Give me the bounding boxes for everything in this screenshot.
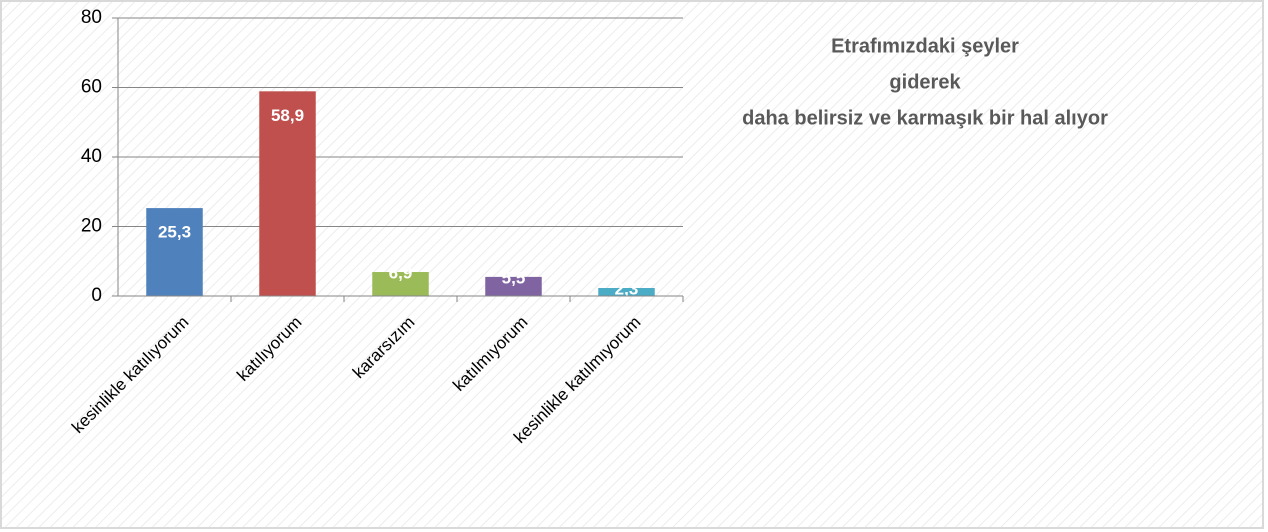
bar (259, 91, 316, 296)
value-label: 6,9 (389, 264, 413, 283)
y-tick-label: 80 (81, 7, 102, 28)
value-label: 58,9 (271, 106, 304, 125)
bar (598, 288, 655, 296)
y-tick-label: 40 (81, 146, 102, 167)
bar (146, 208, 203, 296)
chart-title: daha belirsiz ve karmaşık bir hal alıyor (742, 107, 1108, 129)
value-label: 25,3 (158, 223, 191, 242)
y-tick-label: 0 (91, 285, 102, 306)
chart-title: giderek (889, 71, 961, 93)
chart-title: Etrafımızdaki şeyler (831, 35, 1019, 57)
value-label: 5,5 (502, 268, 526, 287)
bar (372, 272, 429, 296)
bar (485, 276, 542, 296)
y-tick-label: 20 (81, 216, 102, 237)
value-label: 2,3 (615, 279, 639, 298)
y-tick-label: 60 (81, 77, 102, 98)
